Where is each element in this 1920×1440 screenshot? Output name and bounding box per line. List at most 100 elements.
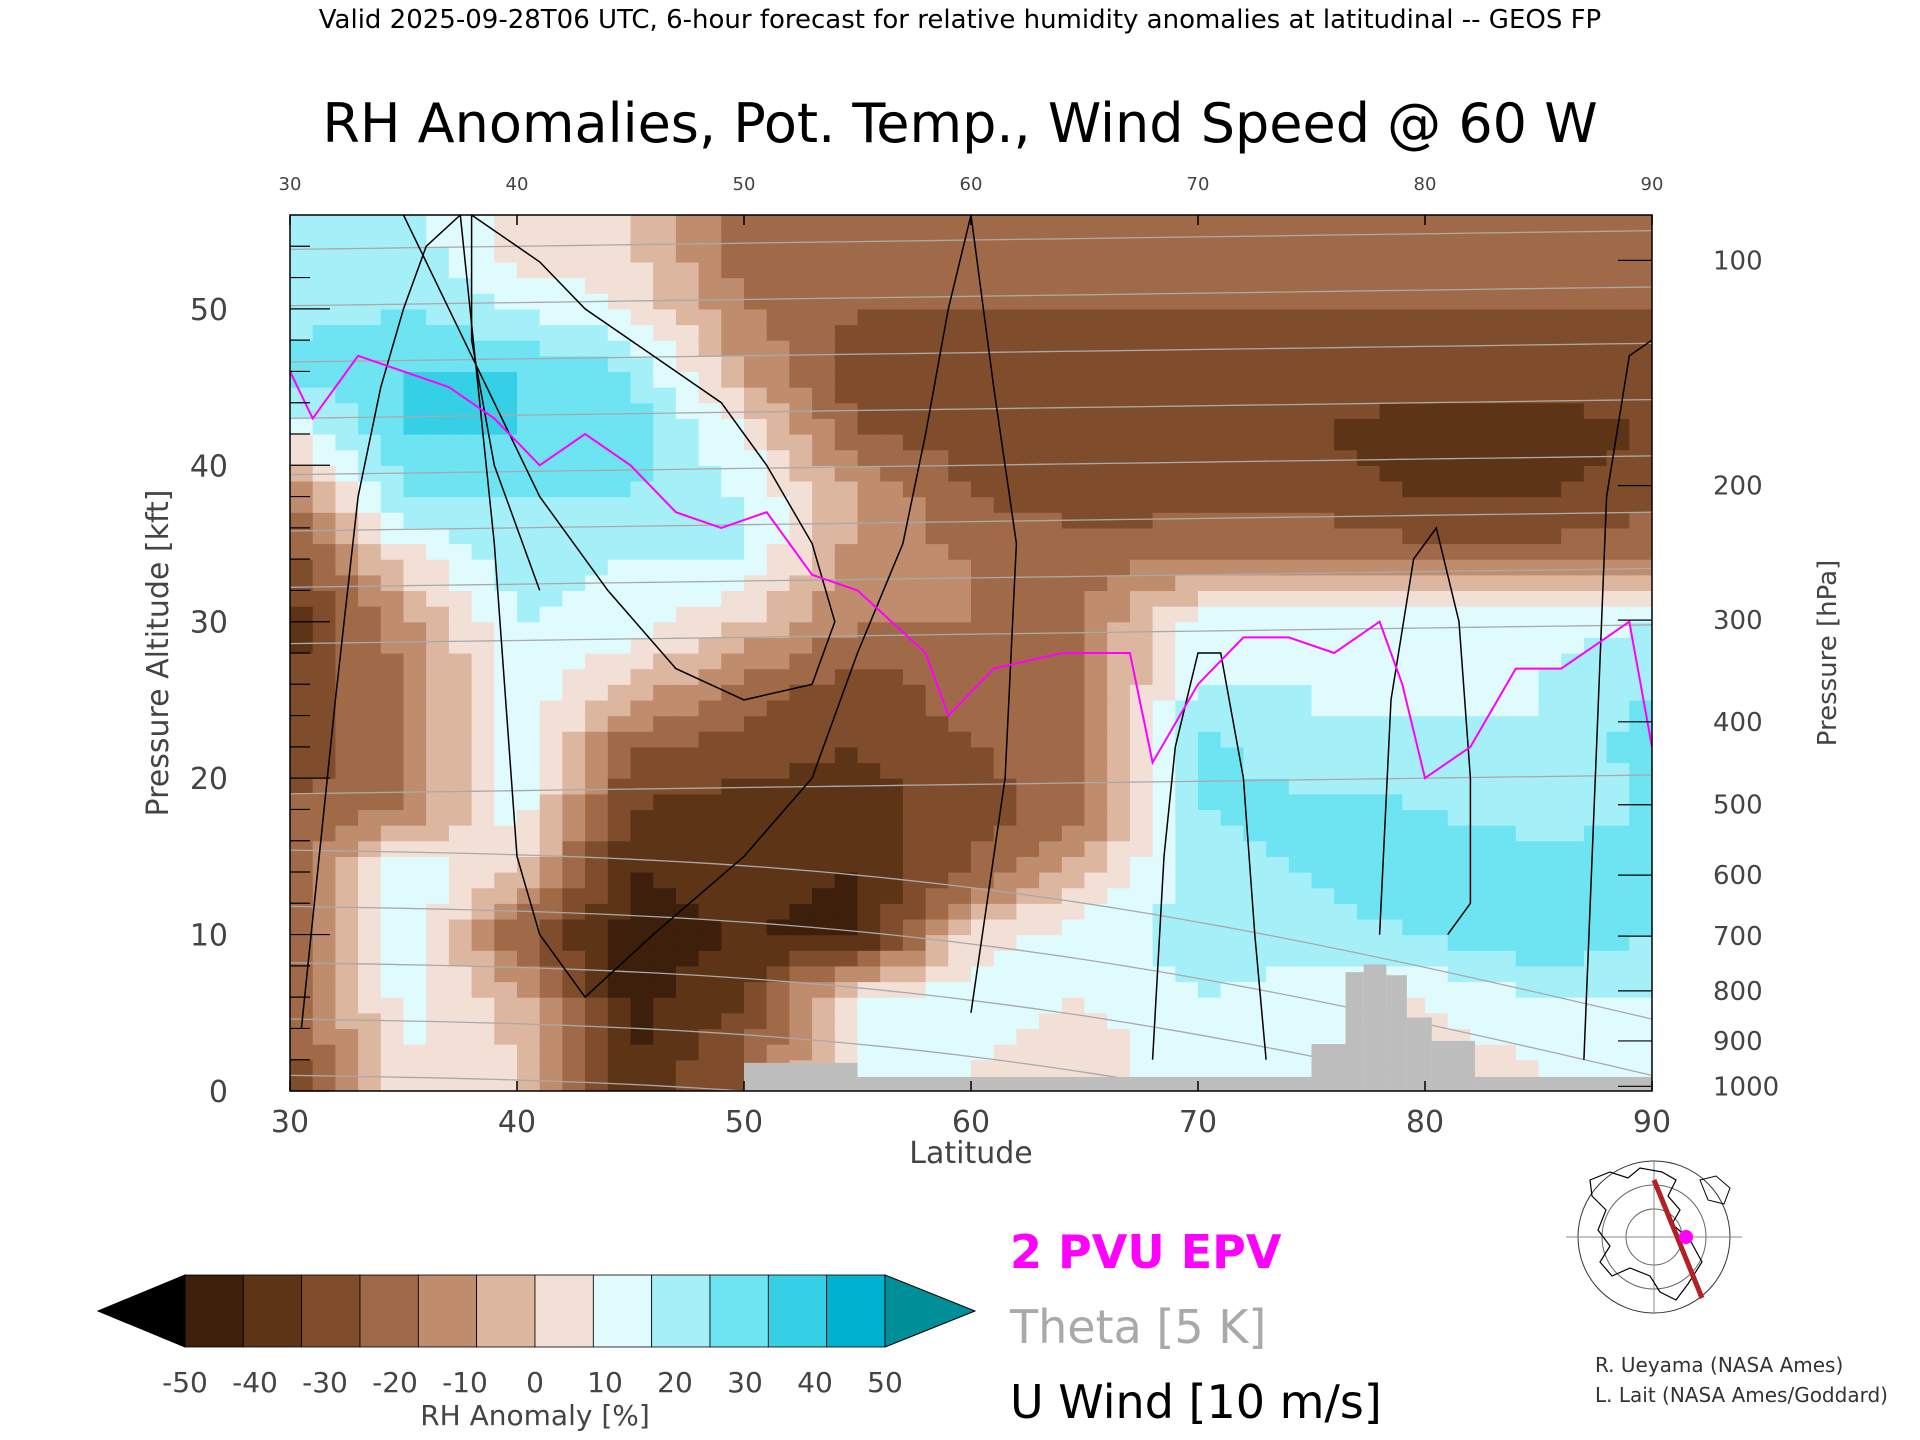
rh-cell (1334, 308, 1358, 326)
rh-cell (1288, 293, 1313, 310)
rh-cell (1288, 1059, 1313, 1076)
rh-cell (948, 778, 972, 795)
rh-cell (1379, 825, 1403, 842)
rh-cell (585, 496, 609, 513)
rh-cell (1561, 997, 1585, 1014)
rh-cell (1356, 872, 1381, 889)
rh-cell (698, 637, 722, 654)
rh-cell (1129, 465, 1154, 482)
rh-cell (562, 965, 586, 983)
rh-cell (630, 825, 654, 842)
rh-cell (630, 480, 654, 498)
rh-cell (358, 355, 382, 373)
rh-cell (812, 856, 836, 873)
rh-cell (1561, 934, 1585, 951)
inset-map-coastlines (1589, 1167, 1703, 1301)
rh-cell (925, 606, 949, 623)
rh-cell (1538, 246, 1562, 263)
rh-cell (1061, 355, 1086, 373)
rh-cell (585, 465, 609, 482)
rh-cell (1084, 527, 1108, 545)
rh-cell (517, 699, 541, 717)
rh-cell (993, 981, 1017, 998)
rh-cell (312, 590, 336, 607)
rh-cell (1538, 903, 1562, 920)
y-tick-label: 20 (190, 762, 228, 797)
rh-cell (448, 1012, 473, 1030)
rh-cell (857, 653, 881, 670)
rh-cell (1629, 355, 1652, 373)
rh-cell (1243, 793, 1267, 811)
rh-cell (539, 684, 563, 701)
rh-cell (290, 215, 314, 232)
rh-cell (1629, 699, 1652, 717)
rh-cell (1447, 340, 1471, 357)
rh-cell (290, 809, 314, 826)
rh-cell (971, 965, 995, 983)
rh-cell (1538, 324, 1562, 341)
rh-cell (335, 1028, 359, 1045)
rh-cell (698, 496, 722, 513)
rh-cell (993, 731, 1017, 748)
rh-cell (1175, 371, 1199, 388)
rh-cell (562, 527, 586, 545)
rh-cell (539, 887, 563, 904)
rh-cell (1538, 559, 1562, 576)
rh-cell (1583, 324, 1608, 341)
pressure-tick-label: 800 (1713, 977, 1763, 1007)
rh-cell (403, 574, 427, 592)
rh-cell (1039, 1044, 1063, 1061)
rh-cell (1152, 1028, 1176, 1045)
rh-cell (1198, 668, 1222, 685)
rh-cell (562, 1028, 586, 1045)
rh-cell (698, 950, 722, 967)
rh-cell (630, 434, 654, 451)
rh-cell (834, 371, 859, 388)
rh-cell (1220, 934, 1244, 951)
rh-cell (1243, 762, 1267, 779)
rh-cell (834, 793, 859, 811)
rh-cell (1016, 872, 1040, 889)
rh-cell (1220, 246, 1244, 263)
rh-cell (1288, 918, 1313, 936)
rh-cell (721, 746, 745, 764)
rh-cell (630, 731, 654, 748)
rh-cell (766, 840, 790, 857)
rh-cell (1266, 950, 1290, 967)
rh-cell (1266, 793, 1290, 811)
rh-cell (1198, 997, 1222, 1014)
rh-cell (403, 496, 427, 513)
rh-cell (448, 950, 473, 967)
rh-cell (494, 1059, 518, 1076)
rh-cell (925, 1059, 949, 1076)
rh-cell (1107, 543, 1131, 560)
rh-cell (1515, 762, 1540, 779)
rh-cell (1493, 246, 1517, 263)
rh-cell (1379, 402, 1403, 419)
rh-cell (1198, 918, 1222, 936)
rh-cell (675, 621, 700, 638)
rh-cell (1084, 637, 1108, 654)
rh-cell (653, 512, 677, 529)
rh-cell (494, 387, 518, 404)
rh-cell (1129, 1059, 1154, 1076)
rh-cell (1311, 606, 1335, 623)
terrain-block (744, 1062, 858, 1091)
rh-cell (766, 1028, 790, 1045)
rh-cell (1129, 402, 1154, 419)
rh-cell (1288, 355, 1313, 373)
rh-cell (857, 465, 881, 482)
rh-cell (993, 590, 1017, 607)
rh-cell (721, 965, 745, 983)
rh-cell (1493, 402, 1517, 419)
rh-cell (1447, 684, 1471, 701)
rh-cell (471, 277, 495, 294)
rh-cell (925, 918, 949, 936)
pressure-tick-label: 100 (1713, 246, 1763, 276)
rh-cell (789, 1012, 813, 1030)
rh-cell (585, 418, 609, 435)
rh-cell (1515, 543, 1540, 560)
rh-cell (1629, 621, 1652, 638)
rh-cell (1561, 512, 1585, 529)
rh-cell (1379, 324, 1403, 341)
